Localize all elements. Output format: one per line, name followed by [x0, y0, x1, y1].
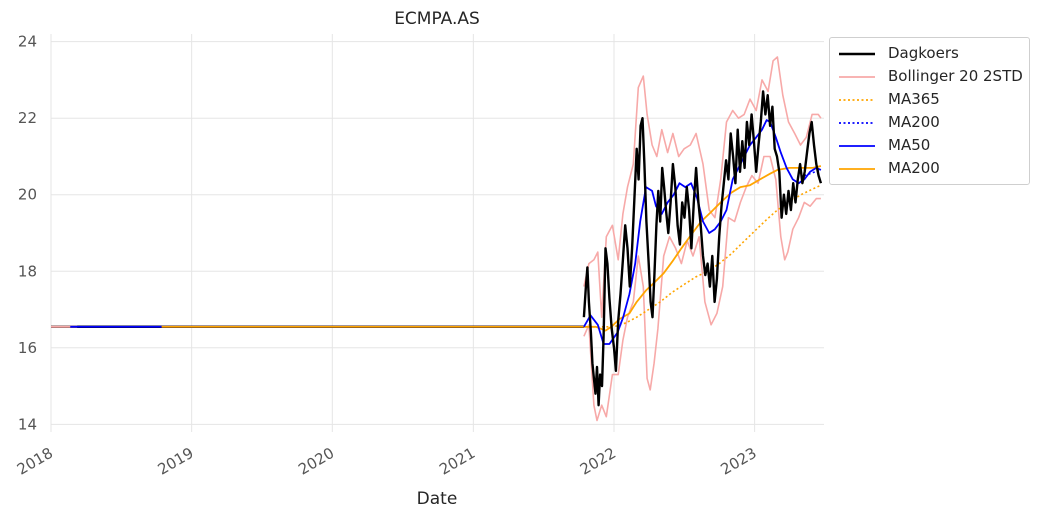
- y-axis-ticks: 14 16 18 20 22 24: [18, 33, 37, 434]
- legend-item-dagkoers: Dagkoers: [830, 42, 1029, 65]
- legend-swatch: [839, 99, 875, 101]
- x-tick-label: 2019: [155, 444, 197, 479]
- y-tick-label: 18: [18, 262, 37, 280]
- legend-label: MA50: [888, 136, 931, 154]
- y-tick-label: 20: [18, 186, 37, 204]
- grid: [50, 34, 824, 432]
- y-tick-label: 22: [18, 109, 37, 127]
- legend-item-ma365: MA365: [830, 88, 1029, 111]
- legend-label: Bollinger 20 2STD: [888, 67, 1023, 85]
- bollinger-lower-band: [583, 155, 821, 422]
- dagkoers-line: [582, 90, 823, 407]
- x-tick-label: 2021: [436, 444, 478, 479]
- x-tick-label: 2020: [295, 444, 337, 479]
- legend-item-ma200: MA200: [830, 157, 1029, 180]
- legend-label: Dagkoers: [888, 44, 959, 62]
- ma50-line: [583, 119, 822, 345]
- legend-item-bollinger: Bollinger 20 2STD: [830, 65, 1029, 88]
- x-tick-label: 2018: [14, 444, 56, 479]
- x-axis-ticks: 2018 2019 2020 2021 2022 2023: [14, 444, 760, 479]
- y-tick-label: 14: [18, 415, 37, 433]
- legend-label: MA365: [888, 90, 940, 108]
- legend-swatch: [839, 52, 875, 56]
- legend-label: MA200: [888, 113, 940, 131]
- series-lines: [51, 90, 823, 407]
- legend-swatch: [839, 168, 875, 170]
- ma200-line: [583, 165, 822, 332]
- legend-swatch: [839, 122, 875, 124]
- legend-label: MA200: [888, 159, 940, 177]
- legend-swatch: [839, 145, 875, 147]
- chart-title: ECMPA.AS: [394, 9, 480, 29]
- y-tick-label: 24: [18, 33, 37, 51]
- y-tick-label: 16: [18, 339, 37, 357]
- legend-item-ma200-dotted: MA200: [830, 111, 1029, 134]
- legend-item-ma50: MA50: [830, 134, 1029, 157]
- bollinger-upper-band: [583, 56, 822, 318]
- x-tick-label: 2022: [577, 444, 619, 479]
- legend-swatch: [839, 76, 875, 78]
- x-axis-label: Date: [417, 489, 458, 509]
- x-tick-label: 2023: [718, 444, 760, 479]
- legend: Dagkoers Bollinger 20 2STD MA365 MA200 M…: [829, 37, 1030, 185]
- bollinger-bands: [583, 56, 822, 422]
